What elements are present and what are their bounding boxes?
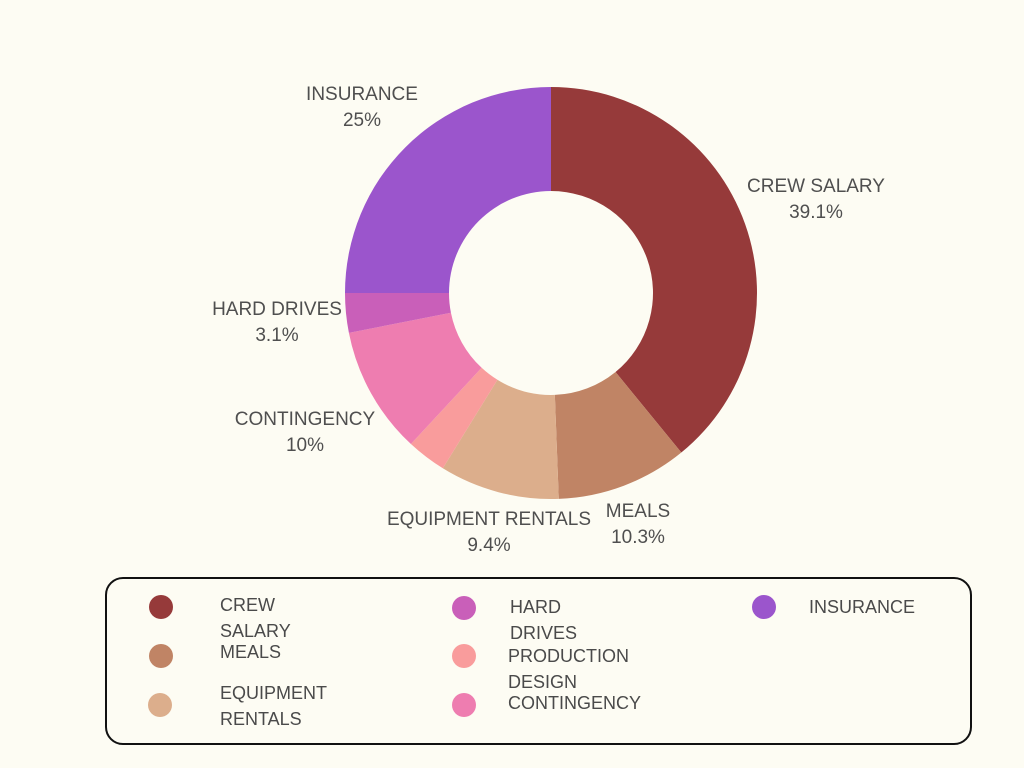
- slice-label: HARD DRIVES 3.1%: [212, 299, 342, 346]
- slice-insurance: [345, 87, 551, 293]
- slice-label: CREW SALARY 39.1%: [747, 176, 885, 223]
- donut-chart: CREW SALARY 39.1% MEALS 10.3% EQUIPMENT RENT…: [212, 84, 885, 556]
- chart-legend: CREW SALARY HARD DRIVES INSURANCE MEALS …: [105, 577, 972, 745]
- legend-label: EQUIPMENT RENTALS: [220, 683, 327, 729]
- legend-label: INSURANCE: [809, 597, 916, 617]
- legend-swatch: [149, 644, 173, 668]
- legend-label: CONTINGENCY: [508, 693, 642, 713]
- slice-label: MEALS 10.3%: [606, 501, 670, 548]
- legend-label: PRODUCTION DESIGN: [508, 646, 629, 692]
- slice-production-design: [410, 367, 498, 469]
- slice-crew-salary: [551, 87, 757, 453]
- slice-hard-drives: [345, 293, 451, 333]
- legend-swatch: [752, 595, 776, 619]
- legend-label: CREW SALARY: [220, 595, 291, 641]
- legend-swatch: [452, 644, 476, 668]
- slice-contingency: [348, 312, 482, 445]
- legend-swatch: [148, 693, 172, 717]
- slice-meals: [554, 371, 682, 499]
- slice-label: EQUIPMENT RENTALS 9.4%: [387, 509, 591, 556]
- slice-equipment-rentals: [442, 379, 559, 499]
- slice-label: INSURANCE 25%: [306, 84, 418, 131]
- legend-label: HARD DRIVES: [510, 597, 578, 643]
- slice-label: CONTINGENCY 10%: [235, 409, 376, 456]
- legend-swatch: [149, 595, 173, 619]
- legend-swatch: [452, 596, 476, 620]
- legend-label: MEALS: [220, 642, 282, 662]
- legend-swatch: [452, 693, 476, 717]
